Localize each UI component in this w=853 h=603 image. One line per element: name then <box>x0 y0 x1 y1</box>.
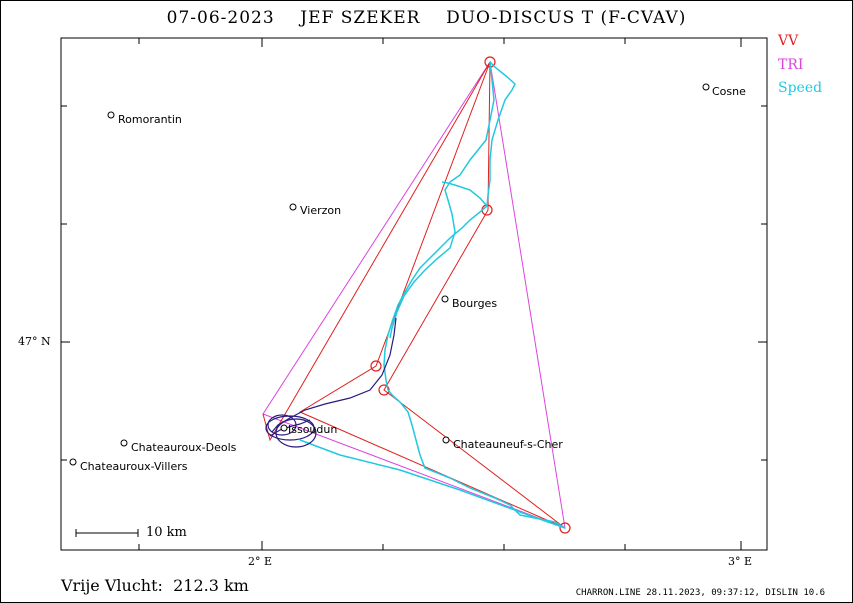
turnpoint-marker <box>378 384 390 396</box>
vv-polygon <box>262 61 566 529</box>
pilot-name: JEF SZEKER <box>300 8 421 28</box>
glider-name: DUO-DISCUS T (F-CVAV) <box>446 8 687 28</box>
place-marker <box>107 111 115 119</box>
lat-label: 47° N <box>18 335 51 348</box>
place-marker <box>702 83 710 91</box>
place-marker <box>280 424 288 432</box>
footer-credit: CHARRON.LINE 28.11.2023, 09:37:12, DISLI… <box>575 588 825 598</box>
scale-label: 10 km <box>146 525 187 540</box>
flight-date: 07-06-2023 <box>166 8 275 28</box>
place-marker <box>120 439 128 447</box>
legend-speed: Speed <box>778 80 823 96</box>
place-label: Cosne <box>712 85 746 98</box>
axis-ticks <box>61 38 767 550</box>
turnpoints <box>370 56 571 534</box>
lon-label: 3° E <box>728 555 753 568</box>
place-label: Vierzon <box>300 204 342 217</box>
distance-value: 212.3 km <box>173 576 249 595</box>
tri-triangle <box>262 60 566 529</box>
turnpoint-marker <box>370 360 382 372</box>
place-marker <box>69 458 77 466</box>
place-label: Chateauneuf-s-Cher <box>453 438 563 451</box>
turnpoint-marker <box>559 522 571 534</box>
distance-result: Vrije Vlucht: 212.3 km <box>61 576 249 595</box>
place-label: Bourges <box>452 297 498 310</box>
speed-track <box>299 61 566 529</box>
place-label: Chateauroux-Deols <box>131 441 237 454</box>
plot-frame <box>60 37 768 551</box>
distance-label: Vrije Vlucht: <box>61 576 163 595</box>
legend-tri: TRI <box>778 57 804 73</box>
low-track <box>265 317 397 448</box>
place-marker <box>289 203 297 211</box>
place-markers <box>69 83 710 466</box>
scale-bar <box>75 529 139 537</box>
place-label: Chateauroux-Villers <box>80 460 188 473</box>
lon-label: 2° E <box>248 555 273 568</box>
page-title: 07-06-2023 JEF SZEKER DUO-DISCUS T (F-CV… <box>0 8 853 28</box>
place-label: Issoudun <box>288 423 338 436</box>
legend-vv: VV <box>778 33 799 49</box>
place-marker <box>441 295 449 303</box>
place-label: Romorantin <box>118 113 182 126</box>
place-marker <box>442 436 450 444</box>
